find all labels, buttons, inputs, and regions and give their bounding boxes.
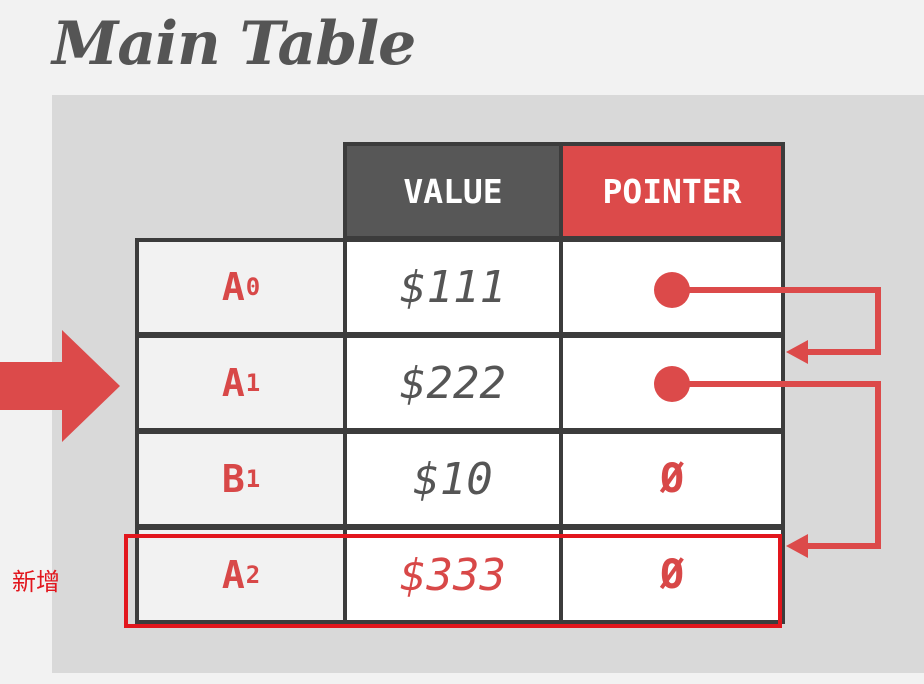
new-row-label: 新增 — [12, 568, 60, 596]
arrowhead-icon — [786, 340, 808, 364]
pointer-arrow-a0-to-a1 — [654, 272, 881, 364]
key-subscript: 1 — [245, 369, 261, 397]
pointer-cell: Ø — [559, 526, 785, 624]
key-subscript: 1 — [245, 465, 261, 493]
pointer-arrow-a1-to-a2 — [654, 366, 881, 558]
key-subscript: 2 — [245, 561, 261, 589]
key-letter: A — [221, 553, 245, 597]
value-cell: $10 — [343, 430, 563, 528]
key-letter: A — [221, 361, 245, 405]
current-row-arrow-icon — [0, 330, 120, 442]
value-cell: $222 — [343, 334, 563, 432]
key-letter: A — [221, 265, 245, 309]
key-subscript: 0 — [245, 273, 261, 301]
value-cell: $111 — [343, 238, 563, 336]
value-cell: $333 — [343, 526, 563, 624]
page-title: Main Table — [52, 9, 416, 79]
column-header-pointer: POINTER — [559, 142, 785, 240]
arrowhead-icon — [786, 534, 808, 558]
key-letter: B — [221, 457, 245, 501]
new-row-highlight — [124, 534, 782, 628]
